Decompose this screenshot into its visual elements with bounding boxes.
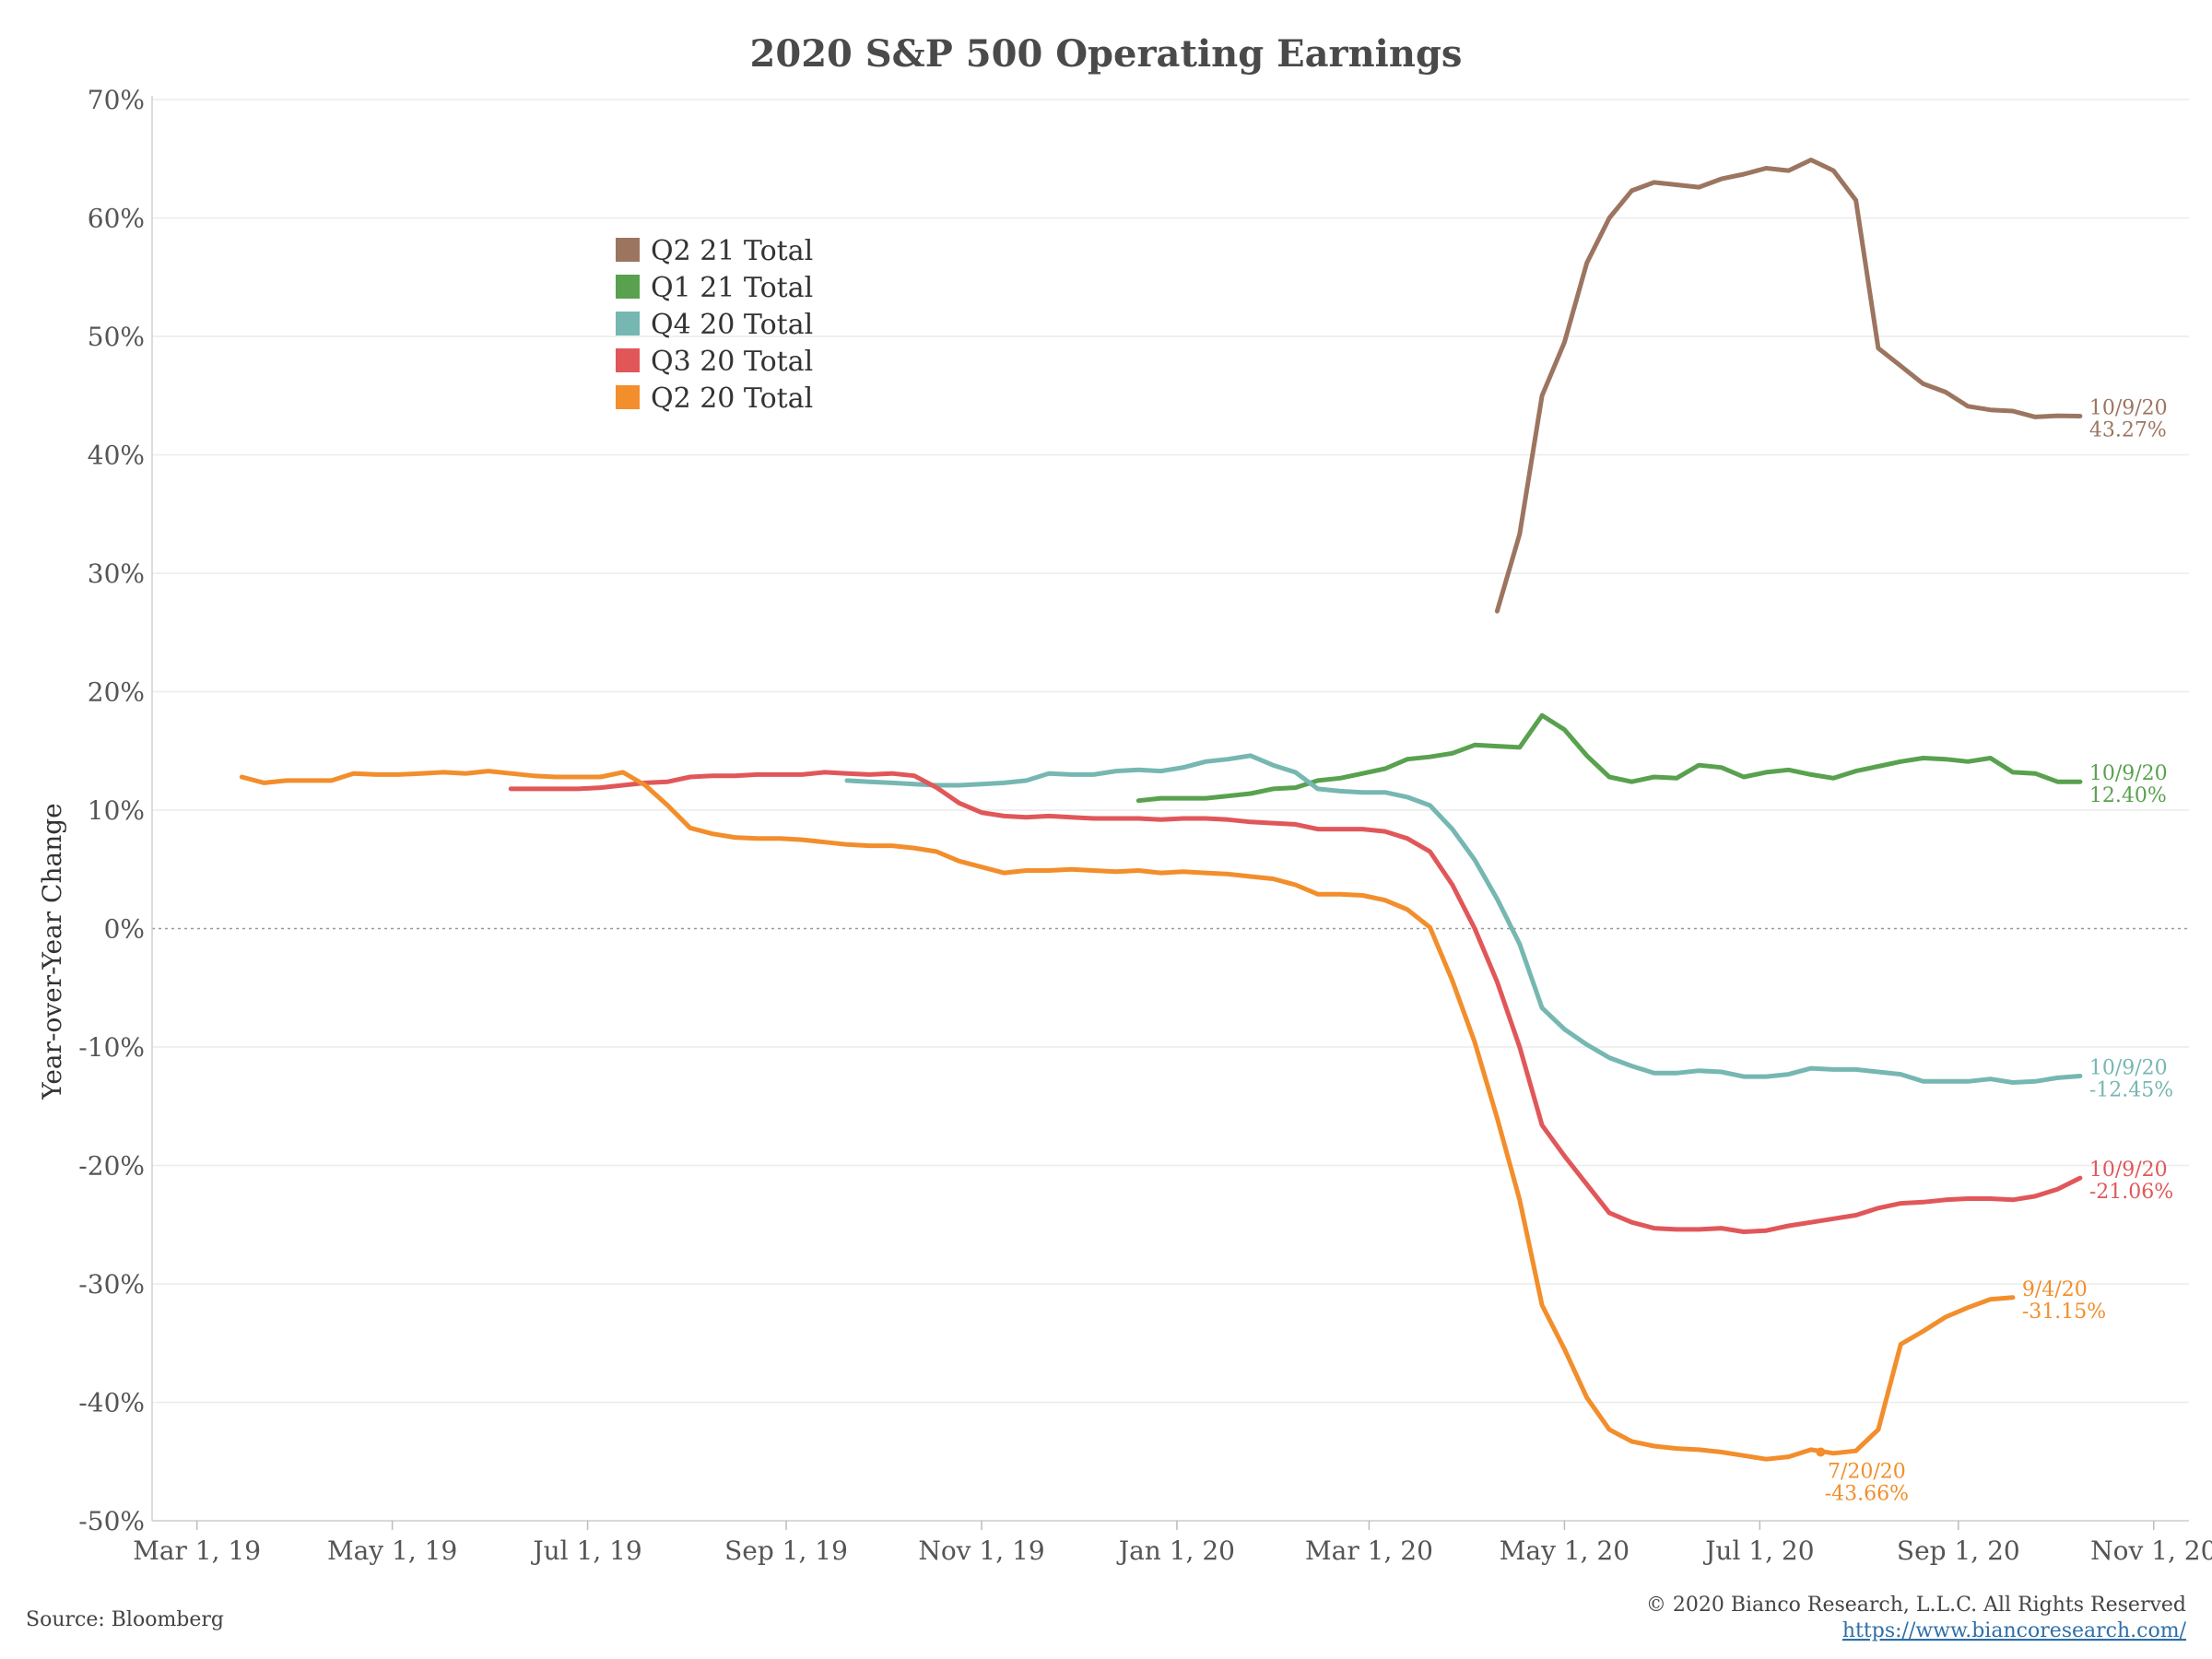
x-tick-label: May 1, 19 [327, 1535, 457, 1566]
x-tick-label: Jan 1, 20 [1116, 1535, 1235, 1566]
annotation-value: -31.15% [2022, 1300, 2106, 1324]
x-tick-label: Sep 1, 19 [724, 1535, 848, 1566]
legend: Q2 21 Total Q1 21 Total Q4 20 Total Q3 20 T… [616, 235, 813, 415]
y-tick-label: 10% [88, 795, 145, 826]
annotation-date: 10/9/20 [2089, 762, 2168, 785]
annotation-value: 12.40% [2089, 784, 2167, 807]
y-tick-label: -50% [78, 1506, 145, 1536]
end-labels: 10/9/2043.27%10/9/2012.40%10/9/20-12.45%… [1816, 396, 2173, 1505]
x-tick-label: May 1, 20 [1500, 1535, 1630, 1566]
x-axis-ticks: Mar 1, 19 May 1, 19 Jul 1, 19 Sep 1, 19 Nov … [133, 1521, 2212, 1566]
annotation-date: 10/9/20 [2089, 396, 2168, 419]
y-tick-label: 50% [88, 322, 145, 352]
series-line-q1-21-total [1135, 712, 2083, 804]
annotation-value: -43.66% [1825, 1482, 1909, 1505]
annotation-marker [1816, 1447, 1826, 1457]
y-tick-label: 60% [88, 204, 145, 234]
legend-swatch [616, 275, 640, 299]
annotation-value: -12.45% [2089, 1078, 2173, 1101]
x-tick-label: Jul 1, 20 [1702, 1535, 1814, 1566]
x-tick-label: Mar 1, 19 [133, 1535, 261, 1566]
legend-swatch [616, 312, 640, 335]
series-line-q4-20-total [844, 753, 2083, 1085]
source-note: Source: Bloomberg [26, 1608, 224, 1631]
legend-entry: Q1 21 Total [651, 272, 813, 304]
series-line-q2-21-total [1494, 158, 2083, 614]
legend-entry: Q2 21 Total [651, 235, 813, 267]
y-axis-label: Year-over-Year Change [37, 803, 67, 1100]
chart-title: 2020 S&P 500 Operating Earnings [750, 32, 1463, 76]
annotation-value: 43.27% [2089, 418, 2167, 441]
legend-swatch [616, 385, 640, 409]
x-tick-label: Jul 1, 19 [530, 1535, 641, 1566]
y-tick-label: 20% [88, 677, 145, 708]
annotation-date: 9/4/20 [2022, 1278, 2088, 1301]
annotation-value: -21.06% [2089, 1181, 2173, 1204]
y-tick-label: -20% [78, 1151, 145, 1182]
y-tick-label: -40% [78, 1388, 145, 1418]
legend-entry: Q4 20 Total [651, 309, 813, 341]
series-lines [239, 158, 2083, 1462]
x-tick-label: Nov 1, 20 [2090, 1535, 2212, 1566]
axes [151, 96, 2189, 1522]
copyright-note: © 2020 Bianco Research, L.L.C. All Right… [1646, 1594, 2186, 1617]
legend-entry: Q3 20 Total [651, 346, 813, 378]
x-tick-label: Sep 1, 20 [1897, 1535, 2020, 1566]
y-tick-label: 40% [88, 441, 145, 471]
legend-entry: Q2 20 Total [651, 382, 813, 415]
annotation-date: 7/20/20 [1828, 1460, 1906, 1483]
y-tick-label: 70% [88, 85, 145, 115]
legend-swatch [616, 238, 640, 262]
x-tick-label: Mar 1, 20 [1305, 1535, 1433, 1566]
y-axis-ticks: 70% 60% 50% 40% 30% 20% 10% 0% -10% -20% -30% -40% -… [78, 85, 145, 1536]
series-line-q2-20-total [239, 769, 2016, 1462]
website-link[interactable]: https://www.biancoresearch.com/ [1842, 1619, 2187, 1642]
legend-swatch [616, 348, 640, 372]
annotation-date: 10/9/20 [2089, 1056, 2168, 1079]
y-tick-label: -10% [78, 1032, 145, 1063]
x-tick-label: Nov 1, 19 [918, 1535, 1044, 1566]
y-tick-label: 0% [104, 914, 145, 945]
annotation-date: 10/9/20 [2089, 1159, 2168, 1182]
series-line-q3-20-total [508, 770, 2083, 1234]
y-tick-label: -30% [78, 1269, 145, 1300]
y-tick-label: 30% [88, 559, 145, 589]
